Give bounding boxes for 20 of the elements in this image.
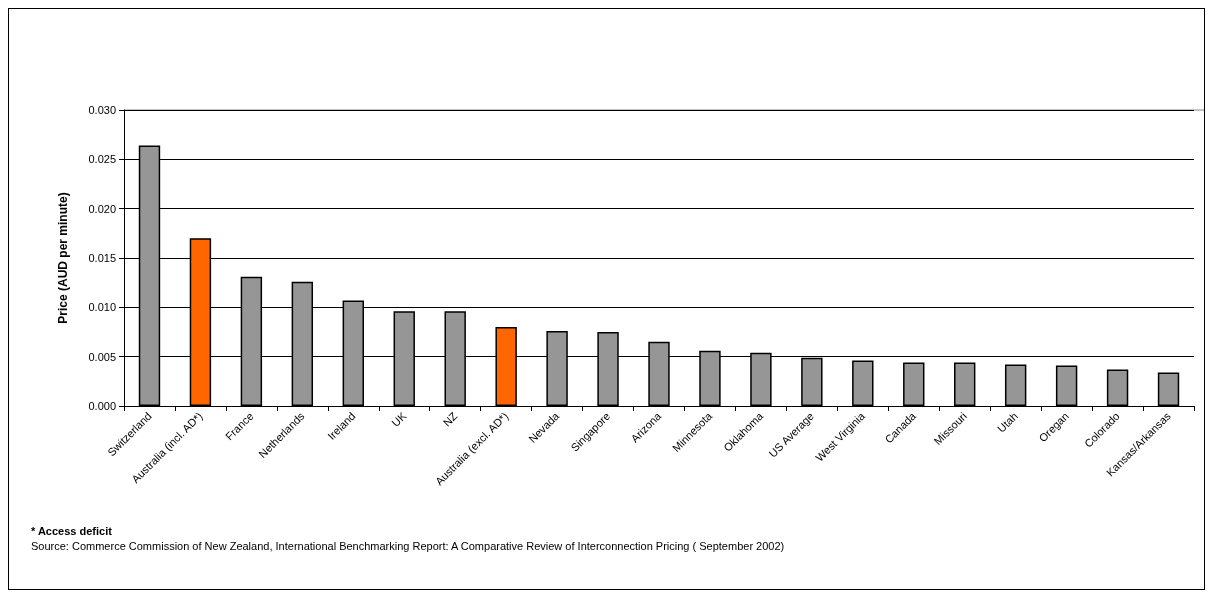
bar (1004, 364, 1027, 406)
y-tick-label: 0.005 (88, 350, 116, 363)
y-axis-title: Price (AUD per minute) (56, 192, 70, 324)
x-tick-label: UK (389, 409, 409, 430)
source-note: Source: Commerce Commission of New Zealand, International Benchmarking Report: A Comparative Review of Interconnection Pricing ( September 2002) (31, 539, 785, 552)
bar (903, 362, 925, 406)
bar (1106, 369, 1129, 406)
bar (954, 362, 976, 406)
y-tick-label: 0.000 (88, 400, 116, 412)
bar (1157, 372, 1180, 406)
bar (1055, 365, 1078, 406)
y-tick-label: 0.025 (88, 153, 116, 166)
y-tick-label: 0.020 (88, 202, 116, 215)
bar (852, 360, 874, 406)
x-tick-label: NZ (440, 409, 460, 429)
y-tick-label: 0.015 (88, 252, 116, 264)
x-tick-label: Utah (995, 409, 1020, 435)
text: * Access deficit (31, 524, 113, 537)
y-tick-label: 0.010 (88, 301, 116, 314)
y-tick-label: 0.030 (88, 104, 116, 116)
